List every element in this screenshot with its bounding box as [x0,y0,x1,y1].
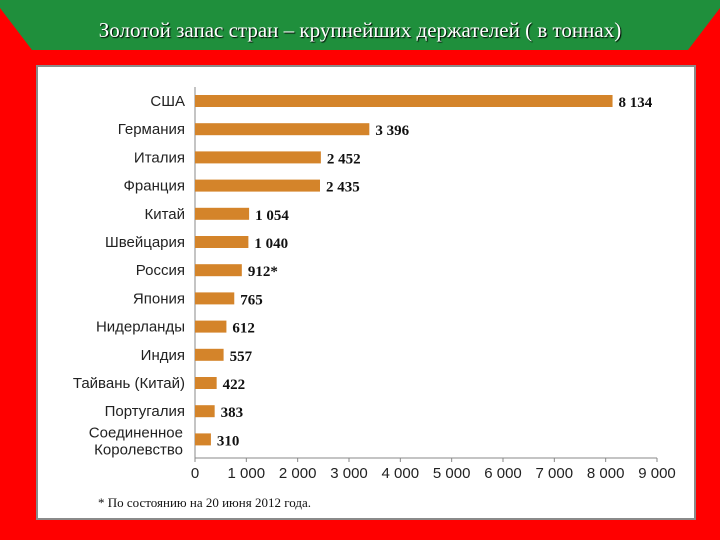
bar-chart: США 8 134 Германия 3 396 Италия 2 452 Франция 2… [73,87,676,482]
x-tick-label: 7 000 [536,465,574,482]
value-label: 557 [230,349,253,365]
category-label: Франция [124,178,185,195]
bar [195,179,320,192]
bar [195,236,249,248]
value-label: 2 452 [327,151,361,167]
category-label: Нидерланды [96,319,185,336]
value-label: 1 040 [254,236,288,252]
x-tick-label: 8 000 [587,465,625,482]
category-label: Швейцария [105,234,185,251]
slide-title: Золотой запас стран – крупнейших держате… [98,18,622,42]
value-label: 3 396 [375,123,409,139]
category-label: США [150,93,185,110]
value-label: 2 435 [326,180,360,196]
bar [195,320,227,333]
category-label: Германия [118,121,185,138]
bar [195,207,250,220]
category-label: Португалия [105,403,185,420]
x-tick-label: 5 000 [433,465,471,482]
bar [195,433,211,446]
value-label: 912* [248,264,278,280]
category-label: Тайвань (Китай) [73,375,185,392]
category-label: Италия [134,149,185,166]
value-label: 8 134 [619,95,653,111]
category-label: Соединенное Королевство [89,424,183,458]
bar [195,151,321,164]
x-tick-label: 0 [191,465,199,482]
x-tick-label: 4 000 [382,465,420,482]
bar [195,123,370,136]
bar [195,292,235,305]
category-label: Россия [136,262,185,279]
bar [195,95,613,107]
value-label: 765 [240,292,263,308]
bar [195,348,224,361]
banner-shape [0,0,720,50]
x-tick-label: 3 000 [330,465,368,482]
x-tick-label: 1 000 [228,465,266,482]
x-tick-label: 2 000 [279,465,317,482]
value-label: 422 [223,377,246,393]
bar [195,405,215,418]
x-tick-label: 6 000 [484,465,522,482]
x-tick-label: 9 000 [638,465,676,482]
chart-footnote: * По состоянию на 20 июня 2012 года. [98,495,311,510]
value-label: 612 [232,321,255,337]
category-label: Япония [133,290,185,307]
bar [195,264,242,277]
value-label: 383 [221,405,244,421]
category-label: Китай [144,206,185,223]
chart-frame: США 8 134 Германия 3 396 Италия 2 452 Франция 2… [36,65,696,520]
value-label: 1 054 [255,208,289,224]
bar [195,377,217,389]
value-label: 310 [217,433,240,449]
category-label: Индия [141,347,185,364]
title-banner [0,0,720,50]
